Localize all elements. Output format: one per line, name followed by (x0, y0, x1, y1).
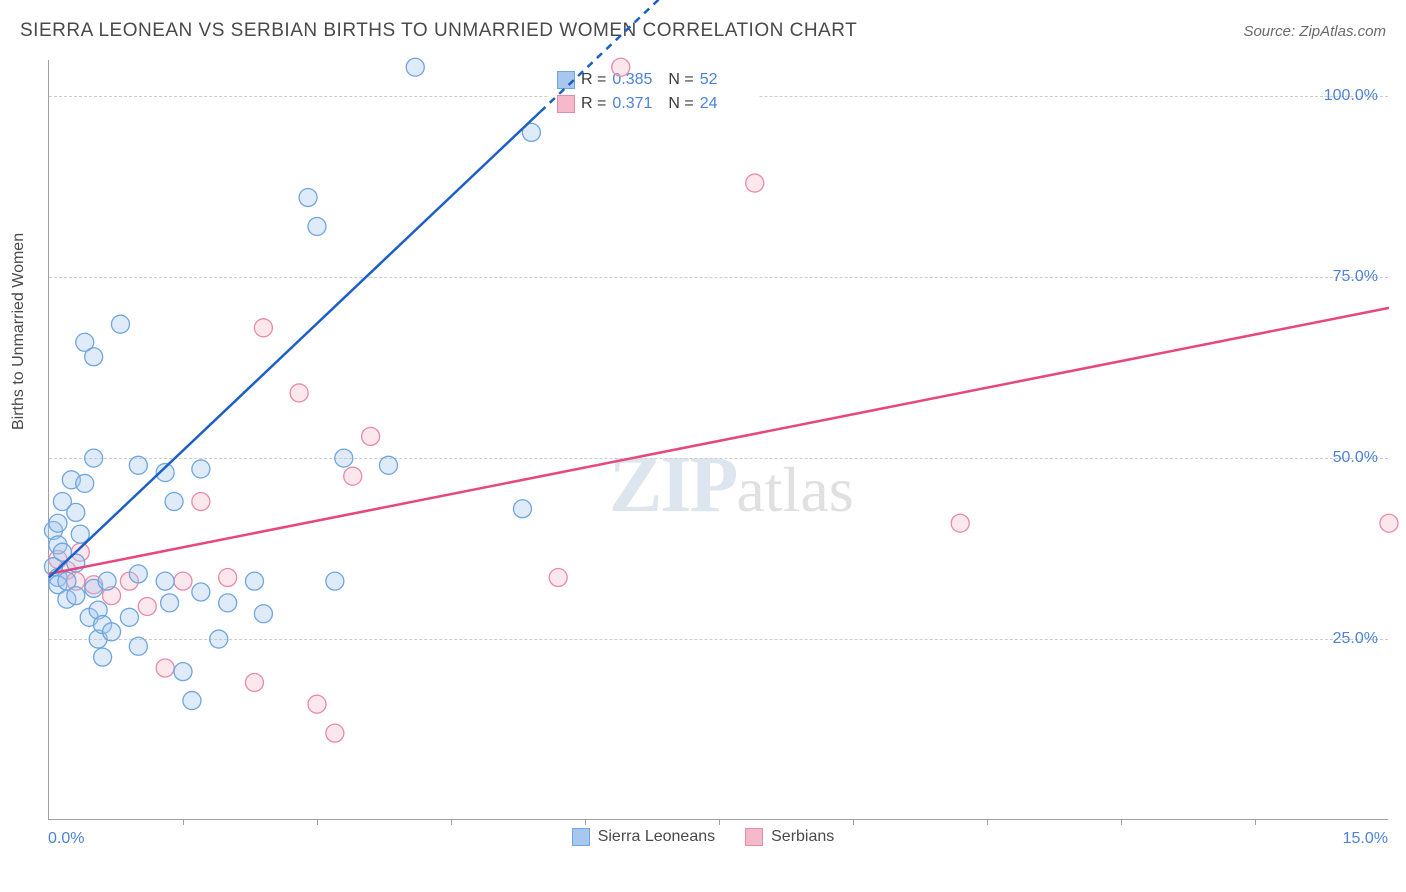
legend-swatch-series-0 (572, 828, 590, 846)
data-point (111, 315, 129, 333)
data-point (174, 663, 192, 681)
trend-line-solid (49, 112, 540, 578)
legend-item-series-0: Sierra Leoneans (572, 828, 715, 846)
data-point (308, 217, 326, 235)
chart-title: SIERRA LEONEAN VS SERBIAN BIRTHS TO UNMA… (20, 20, 857, 42)
data-point (67, 587, 85, 605)
data-point (192, 460, 210, 478)
data-point (245, 572, 263, 590)
data-point (219, 569, 237, 587)
data-point (290, 384, 308, 402)
data-point (129, 637, 147, 655)
data-point (183, 692, 201, 710)
data-point (746, 174, 764, 192)
x-tick (183, 819, 184, 825)
data-point (254, 319, 272, 337)
data-point (120, 608, 138, 626)
y-axis-label: Births to Unmarried Women (10, 233, 28, 430)
data-point (210, 630, 228, 648)
data-point (308, 695, 326, 713)
data-point (362, 427, 380, 445)
x-tick (987, 819, 988, 825)
data-point (1380, 514, 1398, 532)
data-point (406, 58, 424, 76)
legend-swatch-series-1 (745, 828, 763, 846)
data-point (49, 514, 67, 532)
bottom-legend: Sierra Leoneans Serbians (0, 828, 1406, 846)
data-point (94, 648, 112, 666)
data-point (98, 572, 116, 590)
data-point (951, 514, 969, 532)
legend-label-series-0: Sierra Leoneans (598, 828, 715, 846)
data-point (513, 500, 531, 518)
x-tick (451, 819, 452, 825)
data-point (76, 474, 94, 492)
trend-line-solid (49, 308, 1389, 574)
x-tick (1121, 819, 1122, 825)
data-point (612, 58, 630, 76)
source-attribution: Source: ZipAtlas.com (1243, 23, 1386, 40)
data-point (219, 594, 237, 612)
data-point (129, 565, 147, 583)
data-point (85, 348, 103, 366)
data-point (192, 583, 210, 601)
title-bar: SIERRA LEONEAN VS SERBIAN BIRTHS TO UNMA… (20, 20, 1386, 42)
data-point (156, 659, 174, 677)
data-point (103, 623, 121, 641)
data-point (344, 467, 362, 485)
data-point (129, 456, 147, 474)
data-point (161, 594, 179, 612)
data-point (326, 724, 344, 742)
data-point (254, 605, 272, 623)
data-point (138, 597, 156, 615)
trend-line-dashed (540, 0, 1389, 112)
x-tick (719, 819, 720, 825)
data-point (245, 673, 263, 691)
data-point (156, 572, 174, 590)
data-point (67, 503, 85, 521)
legend-label-series-1: Serbians (771, 828, 834, 846)
data-point (549, 569, 567, 587)
data-point (85, 449, 103, 467)
data-point (335, 449, 353, 467)
chart-plot-area: ZIPatlas 25.0%50.0%75.0%100.0% R = 0.385… (48, 60, 1388, 820)
data-point (192, 493, 210, 511)
plot-svg (49, 60, 1388, 819)
data-point (174, 572, 192, 590)
x-tick (853, 819, 854, 825)
x-tick (1255, 819, 1256, 825)
x-tick (317, 819, 318, 825)
data-point (379, 456, 397, 474)
data-point (326, 572, 344, 590)
legend-item-series-1: Serbians (745, 828, 834, 846)
x-tick (585, 819, 586, 825)
data-point (165, 493, 183, 511)
data-point (299, 189, 317, 207)
